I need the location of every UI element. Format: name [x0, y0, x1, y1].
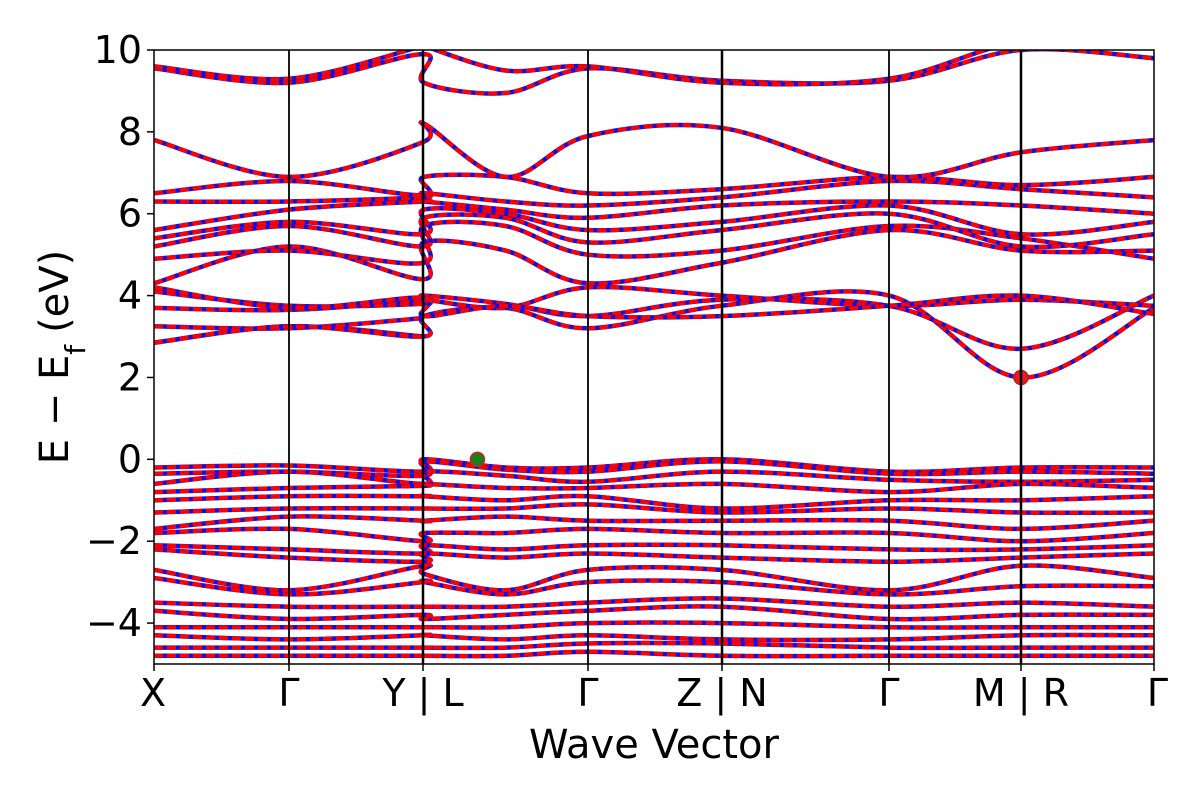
x-tick-label: Γ: [278, 671, 299, 715]
x-tick-label: Y | L: [381, 671, 463, 716]
valence-band-1: [154, 459, 1154, 479]
conduction-band-15: [154, 50, 993, 87]
conduction-band-11: [154, 178, 1154, 208]
plot-frame: [153, 49, 1155, 665]
y-tick-label: 6: [118, 192, 142, 236]
markers-layer: [469, 369, 1029, 468]
y-tick-label: 8: [118, 110, 142, 154]
conduction-band-12: [154, 172, 1154, 198]
conduction-band-14: [154, 50, 1154, 96]
valence-band-6: [154, 514, 1154, 531]
x-tick-label: Γ: [1147, 671, 1168, 715]
valence-band-9: [154, 547, 1154, 564]
y-axis-label-unit: (eV): [32, 250, 78, 333]
x-tick-label: Γ: [878, 671, 899, 715]
valence-band-12: [154, 596, 1154, 610]
conduction-band-6: [154, 228, 1154, 286]
y-tick-label: −4: [86, 601, 142, 645]
conduction-band-3-underlay: [154, 293, 1154, 352]
valence-band-5: [154, 502, 1154, 515]
x-tick-label: Γ: [577, 671, 598, 715]
y-tick-label: −2: [86, 519, 142, 563]
valence-band-11: [154, 576, 1154, 597]
valence-band-13: [154, 604, 1154, 622]
bands-layer: [154, 50, 1154, 659]
valence-band-8: [154, 542, 1154, 556]
vbm-marker: [469, 451, 486, 468]
y-axis-label-main: E − E: [32, 355, 78, 465]
valence-band-3: [154, 481, 1154, 495]
x-tick-label: X: [140, 671, 166, 715]
valence-band-7: [154, 526, 1154, 544]
x-tick-label: M | R: [973, 671, 1069, 716]
y-tick-label: 0: [118, 437, 142, 481]
conduction-band-5: [154, 285, 1154, 320]
conduction-band-13: [154, 120, 1154, 180]
valence-band-10: [154, 563, 1154, 593]
y-tick-label: 2: [118, 355, 142, 399]
x-axis-ticks: X Γ Y | L Γ Z | N Γ M | R Γ: [140, 664, 1168, 716]
conduction-band-14-underlay: [154, 50, 1154, 96]
conduction-band-10: [154, 198, 1154, 233]
valence-band-14: [154, 620, 1154, 630]
high-symmetry-lines: [288, 50, 1023, 664]
y-axis-ticks: −4 −2 0 2 4 6 8 10: [86, 28, 154, 645]
conduction-band-9: [154, 203, 1154, 241]
valence-band-15: [154, 632, 1154, 642]
valence-band-2: [154, 469, 1154, 486]
x-axis-label: Wave Vector: [529, 722, 780, 768]
conduction-band-8: [154, 211, 1154, 250]
conduction-band-3: [154, 293, 1154, 351]
y-tick-label: 4: [118, 274, 142, 318]
valence-band-17: [154, 649, 1154, 659]
y-axis-label: E − Ef (eV): [32, 250, 92, 465]
y-axis-label-subscript: f: [59, 344, 92, 355]
valence-band-16: [154, 641, 1154, 650]
valence-band-4: [154, 493, 1154, 511]
valence-band-0: [154, 457, 1154, 474]
conduction-band-13-underlay: [154, 120, 1154, 180]
y-tick-label: 10: [94, 28, 142, 72]
x-tick-label: Z | N: [676, 671, 767, 716]
